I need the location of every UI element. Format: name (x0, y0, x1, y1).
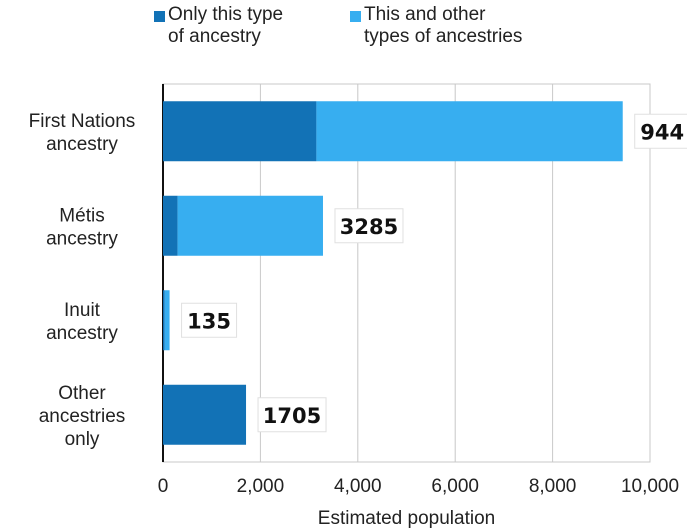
category-label-2: Inuit ancestry (46, 300, 118, 344)
legend-label-this-and-other: This and other types of ancestries (364, 4, 523, 47)
bar-segment-0-0 (163, 101, 317, 162)
category-label-0: First Nations ancestry (29, 111, 136, 155)
bar-segment-0-2 (163, 290, 165, 351)
x-tick-label-4: 8,000 (529, 476, 577, 497)
legend-swatch-this-and-other (350, 11, 361, 22)
bar-segment-1-2 (164, 290, 170, 351)
legend-label-only-this-type: Only this type of ancestry (168, 4, 284, 47)
data-label-box-0 (634, 113, 687, 149)
bar-segment-0-3 (163, 384, 247, 445)
data-label-1: 3285 (340, 215, 398, 239)
data-label-0: 944 (640, 120, 684, 144)
data-label-3: 1705 (263, 404, 321, 428)
data-label-box-3 (257, 397, 327, 433)
category-label-1: Métis ancestry (46, 205, 118, 249)
bar-segment-0-1 (163, 195, 178, 256)
x-tick-label-5: 10,000 (621, 476, 679, 497)
x-tick-label-3: 6,000 (431, 476, 479, 497)
x-tick-label-0: 0 (158, 476, 169, 497)
x-tick-label-1: 2,000 (237, 476, 285, 497)
legend-swatch-only-this-type (154, 11, 165, 22)
x-tick-label-2: 4,000 (334, 476, 382, 497)
data-label-box-1 (334, 208, 404, 244)
category-label-3: Other ancestries only (39, 383, 126, 450)
x-axis-title: Estimated population (318, 508, 495, 529)
data-label-box-2 (181, 302, 238, 338)
bar-segment-1-0 (316, 101, 623, 162)
data-label-2: 135 (187, 309, 231, 333)
legend-item-only-this-type: Only this type of ancestry (154, 4, 283, 48)
bar-segment-1-1 (177, 195, 323, 256)
legend-item-this-and-other: This and other types of ancestries (350, 4, 522, 48)
